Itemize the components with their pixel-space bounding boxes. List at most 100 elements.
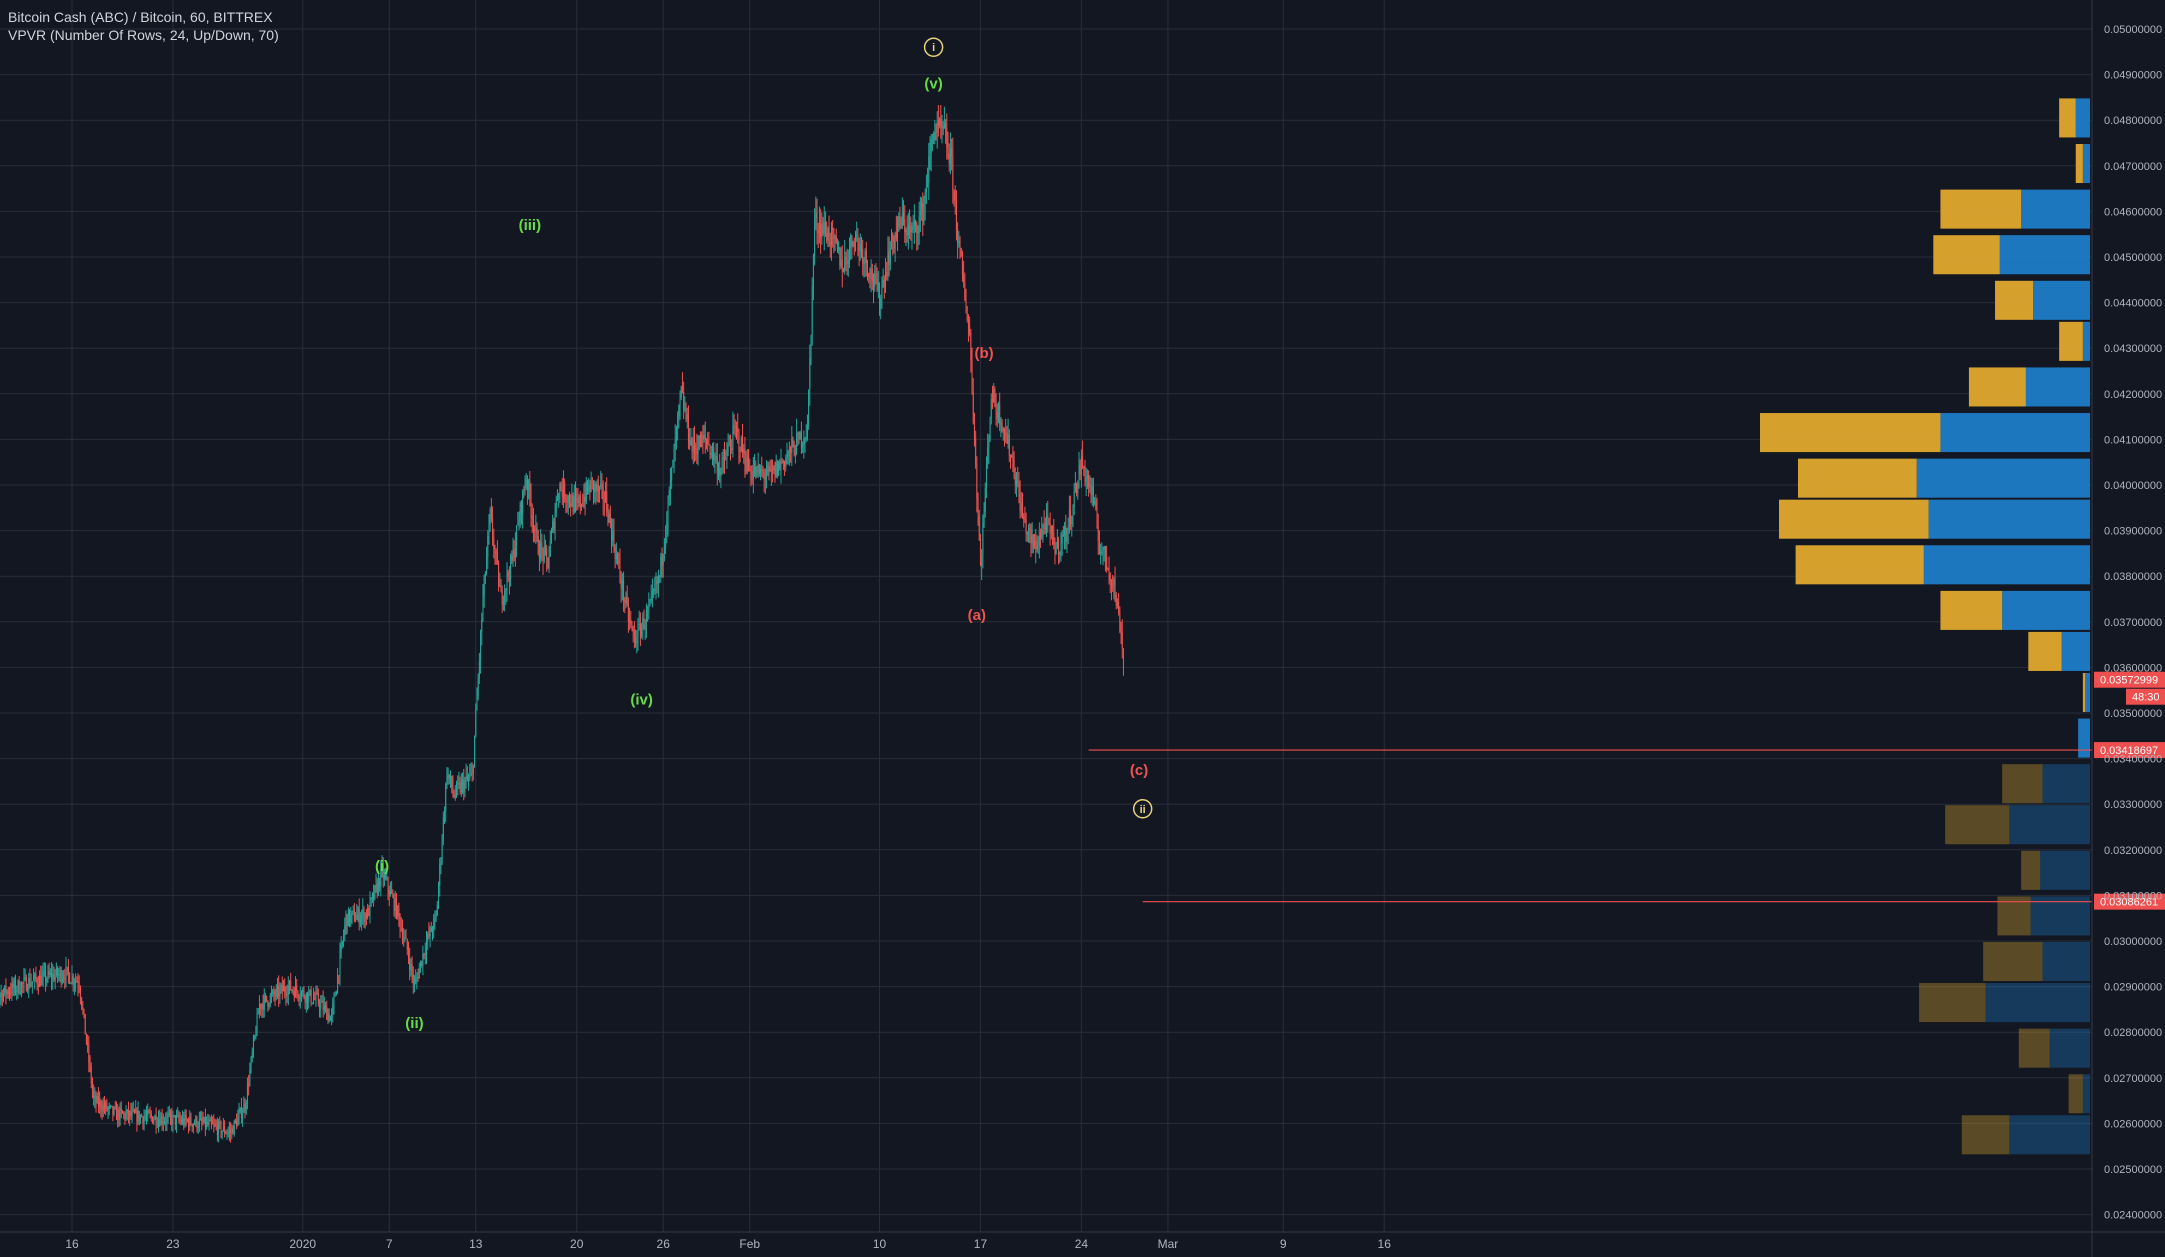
- candle-body: [923, 203, 925, 223]
- candle-body: [1010, 455, 1012, 458]
- candle-body: [1098, 540, 1100, 554]
- candle-body: [963, 274, 965, 283]
- candle-body: [463, 779, 465, 792]
- candle-body: [55, 967, 57, 976]
- candle-body: [984, 488, 986, 513]
- candle-body: [369, 899, 371, 916]
- candle-body: [207, 1121, 209, 1125]
- candle-body: [249, 1069, 251, 1086]
- candle-body: [952, 155, 954, 190]
- candle-body: [285, 992, 287, 996]
- time-axis[interactable]: 16 23 2020 7 13 20 26 Feb 10 17 24 Mar 9 16: [0, 1231, 2165, 1251]
- candle-body: [289, 980, 291, 986]
- candle-body: [730, 445, 732, 449]
- candle-body: [834, 236, 836, 239]
- price-tick-label: 0.03100000: [2104, 890, 2162, 902]
- candle-body: [698, 435, 700, 449]
- candle-body: [90, 1066, 92, 1084]
- price-tick-label: 0.03800000: [2104, 571, 2162, 583]
- time-tick-label: 9: [1280, 1237, 1287, 1251]
- candle-body: [507, 572, 509, 577]
- candle-body: [911, 230, 913, 233]
- candle-body: [1041, 530, 1043, 539]
- candle-body: [945, 123, 947, 129]
- candle-body: [769, 466, 771, 471]
- price-axis[interactable]: 0.05000000 0.04900000 0.04800000 0.04700000…: [2091, 0, 2165, 1257]
- candle-body: [567, 495, 569, 502]
- candle-body: [683, 391, 685, 410]
- candle-body: [57, 967, 59, 976]
- candle-body: [17, 980, 19, 990]
- candle-body: [1020, 502, 1022, 512]
- candle-body: [144, 1116, 146, 1118]
- wave-label: (b): [974, 345, 993, 362]
- candle-body: [1095, 501, 1097, 510]
- candle-body: [520, 503, 522, 516]
- candle-body: [281, 984, 283, 992]
- candle-body: [85, 1034, 87, 1043]
- candle-body: [1000, 423, 1002, 426]
- candle-body: [386, 878, 388, 880]
- candle-body: [869, 277, 871, 279]
- volume-profile: [1760, 98, 2090, 1155]
- horizontal-levels[interactable]: 0.03418697 0.03086261: [1088, 742, 2165, 910]
- candle-body: [138, 1111, 140, 1121]
- candle-body: [363, 909, 365, 922]
- candle-body: [428, 933, 430, 937]
- candle-body: [244, 1104, 246, 1111]
- candle-body: [799, 432, 801, 440]
- candle-body: [81, 997, 83, 1007]
- candle-body: [63, 977, 65, 979]
- symbol-title[interactable]: Bitcoin Cash (ABC) / Bitcoin, 60, BITTRE…: [8, 9, 273, 25]
- candle-body: [1061, 534, 1063, 544]
- candle-body: [845, 256, 847, 260]
- candle-body: [1122, 648, 1124, 668]
- candle-body: [556, 499, 558, 501]
- candle-body: [574, 495, 576, 499]
- candle-body: [356, 914, 358, 920]
- candle-body: [763, 472, 765, 479]
- candle-body: [1091, 486, 1093, 496]
- candle-body: [72, 975, 74, 985]
- candle-body: [69, 973, 71, 984]
- candle-body: [794, 454, 796, 456]
- candle-body: [79, 987, 81, 998]
- candle-body: [555, 499, 557, 514]
- candle-body: [383, 874, 385, 879]
- candle-body: [847, 260, 849, 265]
- candle-body: [347, 909, 349, 927]
- candle-body: [793, 445, 795, 456]
- candle-body: [313, 998, 315, 1003]
- candle-body: [699, 435, 701, 448]
- candle-body: [632, 627, 634, 633]
- candle-body: [733, 426, 735, 428]
- candle-body: [310, 989, 312, 1003]
- price-tick-label: 0.02800000: [2104, 1027, 2162, 1039]
- candle-body: [993, 389, 995, 402]
- candle-body: [919, 212, 921, 216]
- indicator-title[interactable]: VPVR (Number Of Rows, 24, Up/Down, 70): [8, 27, 279, 43]
- candle-body: [964, 282, 966, 300]
- candle-body: [666, 521, 668, 534]
- candle-body: [341, 941, 343, 945]
- candle-body: [270, 993, 272, 996]
- candle-body: [969, 325, 971, 334]
- candle-body: [112, 1105, 114, 1115]
- candle-body: [1059, 551, 1061, 555]
- candle-body: [626, 596, 628, 605]
- candle-body: [830, 228, 832, 245]
- candle-body: [250, 1057, 252, 1070]
- candle-body: [260, 1004, 262, 1009]
- candle-body: [776, 462, 778, 476]
- candle-body: [549, 541, 551, 557]
- candle-body: [1118, 602, 1120, 614]
- candle-body: [717, 468, 719, 474]
- candle-body: [486, 557, 488, 575]
- wave-label: (c): [1130, 762, 1148, 779]
- candle-body: [804, 439, 806, 441]
- candle-body: [773, 466, 775, 471]
- candle-body: [559, 484, 561, 494]
- vp-bar-up: [1961, 1115, 2010, 1155]
- candle-body: [840, 259, 842, 266]
